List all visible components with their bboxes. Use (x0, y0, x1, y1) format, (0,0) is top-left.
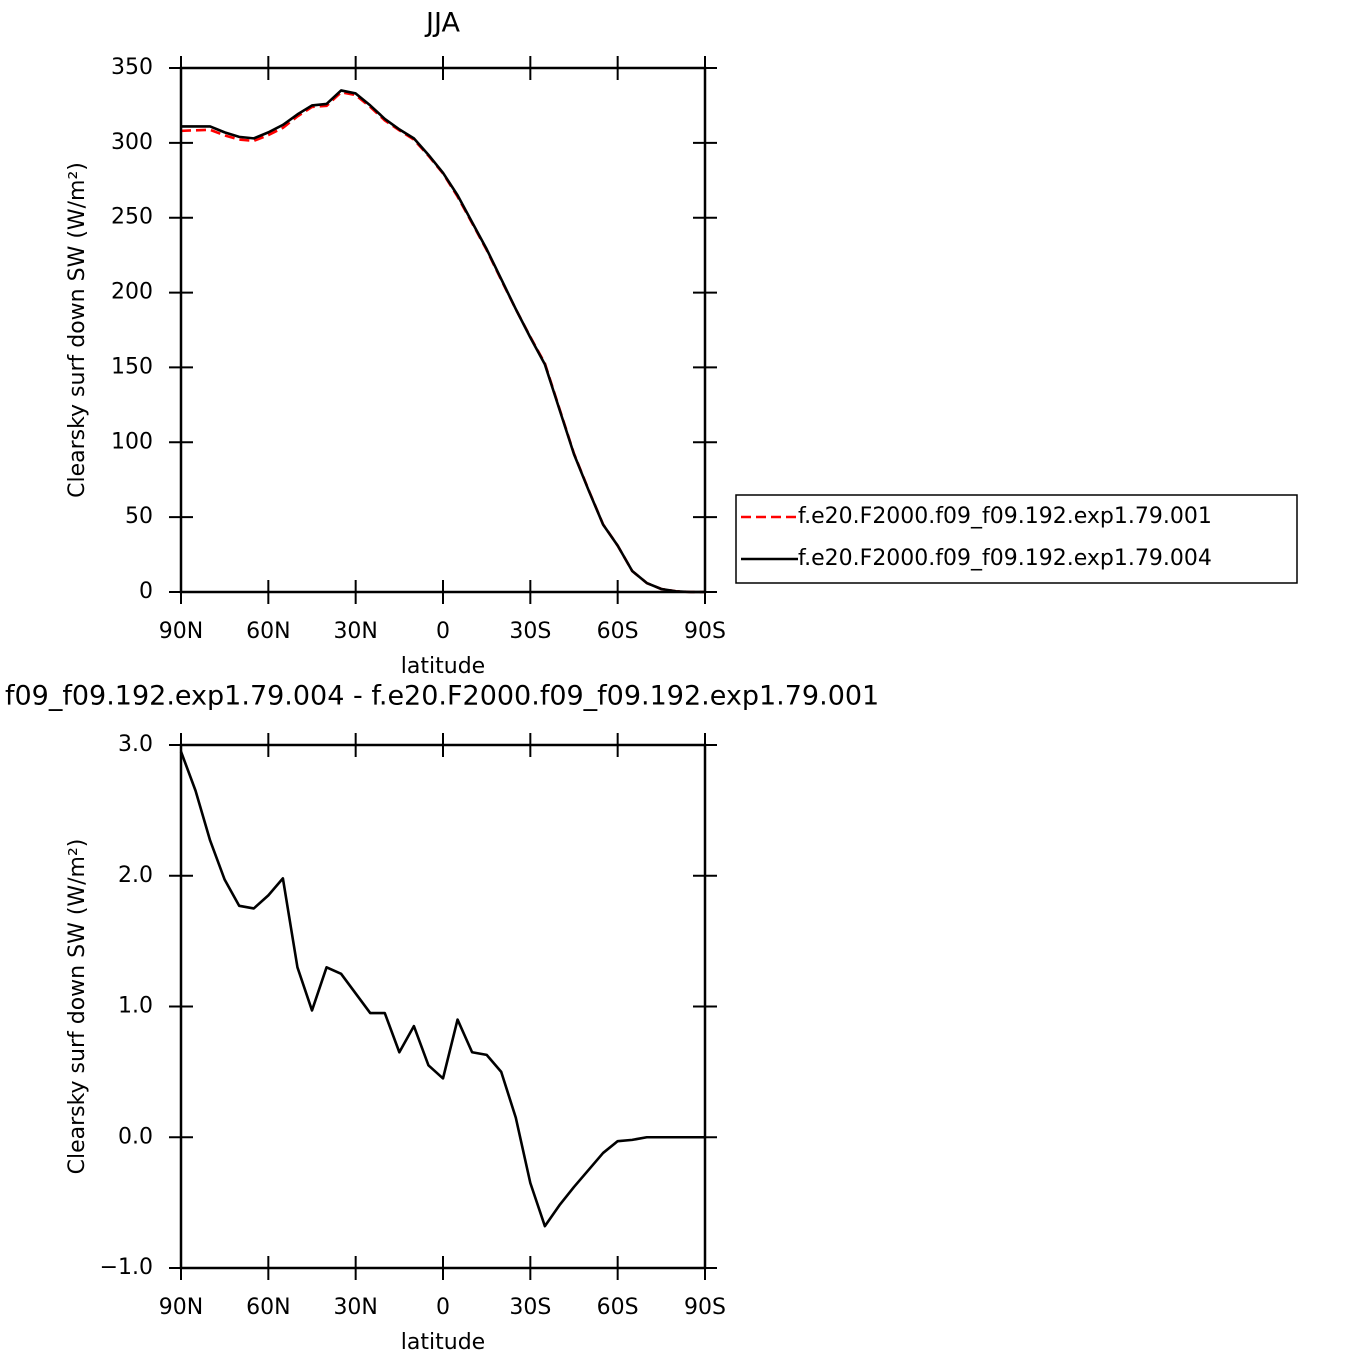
x-tick-label: 0 (436, 619, 450, 644)
x-tick-label: 90S (684, 619, 726, 644)
y-tick-label: 1.0 (118, 994, 153, 1019)
x-tick-label: 90N (159, 619, 203, 644)
y-tick-label: 0 (139, 579, 153, 604)
x-tick-label: 90S (684, 1295, 726, 1320)
x-tick-label: 60S (597, 619, 639, 644)
y-tick-label: 50 (125, 504, 153, 529)
y-axis-label: Clearsky surf down SW (W/m²) (65, 839, 90, 1175)
x-tick-label: 30S (509, 619, 551, 644)
x-axis-label: latitude (401, 654, 485, 679)
series-line (181, 89, 705, 594)
chart-title: f09_f09.192.exp1.79.004 - f.e20.F2000.f0… (5, 681, 879, 712)
x-tick-label: 60S (597, 1295, 639, 1320)
chart-title: JJA (424, 8, 460, 39)
y-tick-label: 200 (111, 280, 153, 305)
y-tick-label: 300 (111, 130, 153, 155)
series-line (180, 90, 705, 594)
plot-frame (179, 743, 707, 1270)
x-tick-label: 60N (246, 619, 290, 644)
y-tick-label: 100 (111, 429, 153, 454)
y-tick-label: 250 (111, 205, 153, 230)
series-line (179, 751, 705, 1228)
legend-label: f.e20.F2000.f09_f09.192.exp1.79.001 (798, 504, 1212, 529)
y-tick-label: 350 (111, 55, 153, 80)
x-axis-label: latitude (401, 1330, 485, 1355)
y-tick-label: 0.0 (118, 1124, 153, 1149)
y-tick-label: 3.0 (118, 732, 153, 757)
legend-label: f.e20.F2000.f09_f09.192.exp1.79.004 (798, 546, 1212, 571)
plot-frame (179, 66, 707, 594)
x-tick-label: 0 (436, 1295, 450, 1320)
legend-box (735, 494, 1298, 584)
x-tick-label: 30S (509, 1295, 551, 1320)
x-tick-label: 60N (246, 1295, 290, 1320)
x-tick-label: 30N (333, 1295, 377, 1320)
y-tick-label: −1.0 (100, 1255, 153, 1280)
y-tick-label: 2.0 (118, 863, 153, 888)
x-tick-label: 90N (159, 1295, 203, 1320)
y-axis-label: Clearsky surf down SW (W/m²) (65, 162, 90, 498)
x-tick-label: 30N (333, 619, 377, 644)
y-tick-label: 150 (111, 354, 153, 379)
